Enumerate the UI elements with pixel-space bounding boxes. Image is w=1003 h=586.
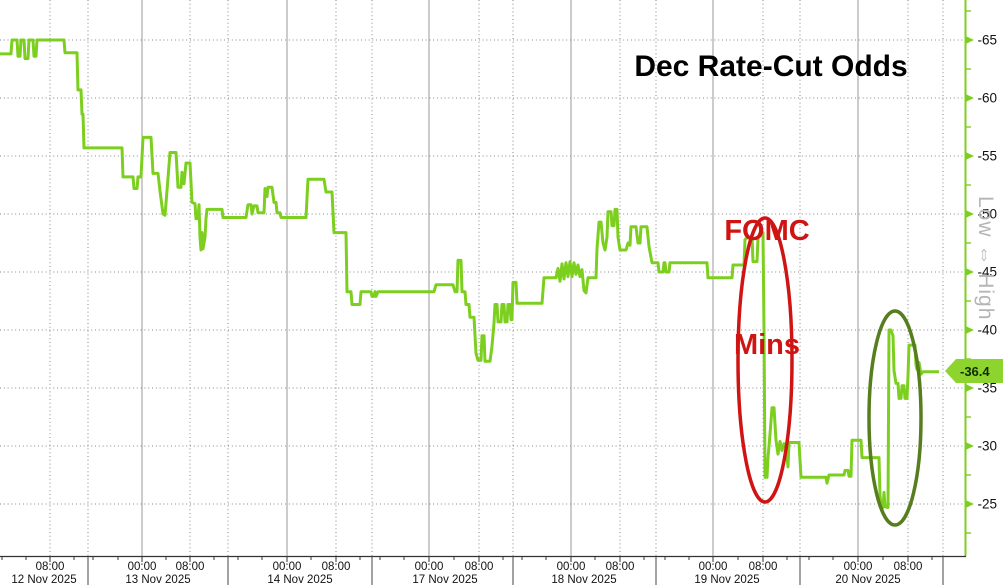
x-time-label: 00:00 xyxy=(415,561,444,573)
y-tick-label: -35 xyxy=(978,381,998,396)
gridlines xyxy=(0,0,966,556)
payrolls-ellipse xyxy=(867,309,923,527)
x-time-label: 08:00 xyxy=(894,561,923,573)
x-time-label: 00:00 xyxy=(557,561,586,573)
y-tick-label: -45 xyxy=(978,265,998,280)
x-time-label: 08:00 xyxy=(36,561,65,573)
x-time-label: 00:00 xyxy=(128,561,157,573)
x-date-label: 17 Nov 2025 xyxy=(412,574,477,586)
x-date-label: 13 Nov 2025 xyxy=(125,574,190,586)
x-time-label: 00:00 xyxy=(273,561,302,573)
x-time-label: 08:00 xyxy=(465,561,494,573)
y-tick-label: -60 xyxy=(978,91,998,106)
fomc-mins-annotation: FOMC Mins xyxy=(724,136,809,440)
y-axis-right: -65 -60 -55 -50 -45 -40 -35 -30 -25 xyxy=(964,0,998,556)
last-value-badge: -36.4 xyxy=(945,359,1003,383)
chart-title: Dec Rate-Cut Odds xyxy=(634,50,908,83)
y-tick-label: -40 xyxy=(978,323,998,338)
series-dec-rate-cut-odds xyxy=(0,38,939,509)
fomc-ellipse xyxy=(736,216,794,504)
fomc-annotation-line1: FOMC xyxy=(724,215,810,247)
x-time-label: 08:00 xyxy=(176,561,205,573)
x-time-label: 00:00 xyxy=(844,561,873,573)
x-time-label: 00:00 xyxy=(699,561,728,573)
x-time-label: 08:00 xyxy=(322,561,351,573)
x-date-label: 20 Nov 2025 xyxy=(835,574,900,586)
y-tick-label: -50 xyxy=(978,207,998,222)
x-time-label: 08:00 xyxy=(749,561,778,573)
y-tick-label: -65 xyxy=(978,33,998,48)
y-tick-label: -55 xyxy=(978,149,998,164)
payrolls-annotation: Payrolls xyxy=(832,535,945,586)
x-date-label: 19 Nov 2025 xyxy=(694,574,759,586)
x-time-label: 08:00 xyxy=(606,561,635,573)
x-date-label: 12 Nov 2025 xyxy=(11,574,76,586)
last-value-label: -36.4 xyxy=(960,363,990,379)
fomc-annotation-line2: Mins xyxy=(733,329,801,361)
y-tick-label: -30 xyxy=(978,439,998,454)
x-date-label: 18 Nov 2025 xyxy=(551,574,616,586)
low-high-axis-hint: Low ⇔ High xyxy=(974,196,997,321)
y-tick-label: -25 xyxy=(978,497,998,512)
x-date-label: 14 Nov 2025 xyxy=(267,574,332,586)
annotation-ellipses xyxy=(736,216,923,527)
